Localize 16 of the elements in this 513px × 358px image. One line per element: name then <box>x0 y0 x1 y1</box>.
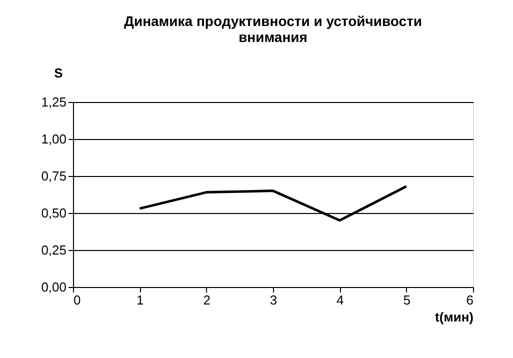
y-tick-label: 0,25 <box>41 242 66 258</box>
x-tick-label: 6 <box>466 292 474 308</box>
x-tick-label: 1 <box>136 292 144 308</box>
x-tick-label: 5 <box>403 292 410 308</box>
y-tick-label: 0,75 <box>41 168 66 184</box>
x-axis-title: t(мин) <box>435 310 474 324</box>
x-tick-label: 2 <box>203 292 210 308</box>
y-tick-label: 1,00 <box>41 132 66 146</box>
x-tick-label: 3 <box>270 292 278 308</box>
y-tick-label: 0,50 <box>41 206 66 220</box>
x-tick-label: 4 <box>336 292 344 308</box>
chart-title: Динамика продуктивности и устойчивости внимания <box>124 13 422 45</box>
y-tick-label: 0,00 <box>41 280 66 294</box>
x-tick-label: 0 <box>74 292 81 308</box>
y-tick-label: 1,25 <box>41 94 66 110</box>
y-axis-title: S <box>54 66 64 80</box>
